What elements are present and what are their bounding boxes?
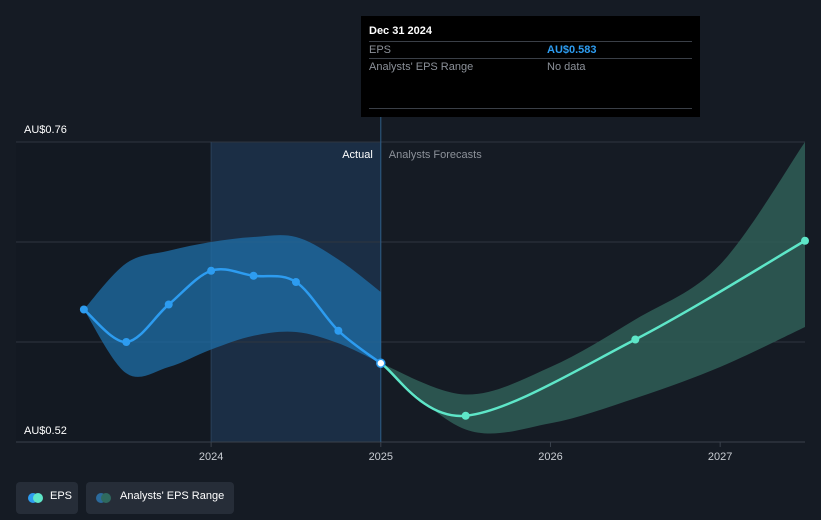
tooltip-date: Dec 31 2024 xyxy=(369,25,432,37)
tooltip-range-value: No data xyxy=(547,61,586,73)
forecast-eps-range-band xyxy=(380,142,805,434)
eps-point[interactable] xyxy=(334,326,343,335)
tooltip-range-row: Analysts' EPS Range No data xyxy=(369,58,692,76)
legend-eps[interactable]: EPS xyxy=(16,482,78,514)
tooltip-eps-row: EPS AU$0.583 xyxy=(369,41,692,59)
legend-range-label: Analysts' EPS Range xyxy=(120,490,225,502)
eps-point[interactable] xyxy=(207,266,216,275)
tooltip: Dec 31 2024 EPS AU$0.583 Analysts' EPS R… xyxy=(361,16,700,117)
y-axis-max-label: AU$0.76 xyxy=(24,124,67,136)
legend-analysts-range[interactable]: Analysts' EPS Range xyxy=(86,482,234,514)
y-axis-min-label: AU$0.52 xyxy=(24,425,67,437)
eps-line xyxy=(83,267,382,365)
eps-point[interactable] xyxy=(249,271,258,280)
actual-label: Actual xyxy=(342,149,373,161)
eps-point[interactable] xyxy=(291,278,300,286)
eps-forecast-point[interactable] xyxy=(461,411,470,420)
eps-point[interactable] xyxy=(79,305,88,314)
eps-point-current[interactable] xyxy=(376,358,386,368)
actual-eps-range-band xyxy=(83,235,381,377)
tooltip-eps-label: EPS xyxy=(369,44,392,56)
eps-forecast-point[interactable] xyxy=(631,335,640,344)
x-tick-label: 2024 xyxy=(199,451,223,463)
tooltip-range-label: Analysts' EPS Range xyxy=(369,61,474,73)
legend-eps-label: EPS xyxy=(50,490,73,502)
eps-forecast-line xyxy=(380,239,806,418)
tooltip-eps-value: AU$0.583 xyxy=(547,44,597,56)
x-tick-label: 2025 xyxy=(369,451,393,463)
tooltip-divider xyxy=(369,108,692,109)
x-tick-label: 2027 xyxy=(708,451,732,463)
eps-forecast-point[interactable] xyxy=(801,236,809,245)
eps-point[interactable] xyxy=(164,300,173,309)
forecast-label: Analysts Forecasts xyxy=(389,149,482,161)
x-tick-label: 2026 xyxy=(538,451,562,463)
forecast-range-legend-icon xyxy=(101,493,111,503)
eps-point[interactable] xyxy=(122,338,131,346)
eps-forecast-legend-icon xyxy=(33,493,43,503)
